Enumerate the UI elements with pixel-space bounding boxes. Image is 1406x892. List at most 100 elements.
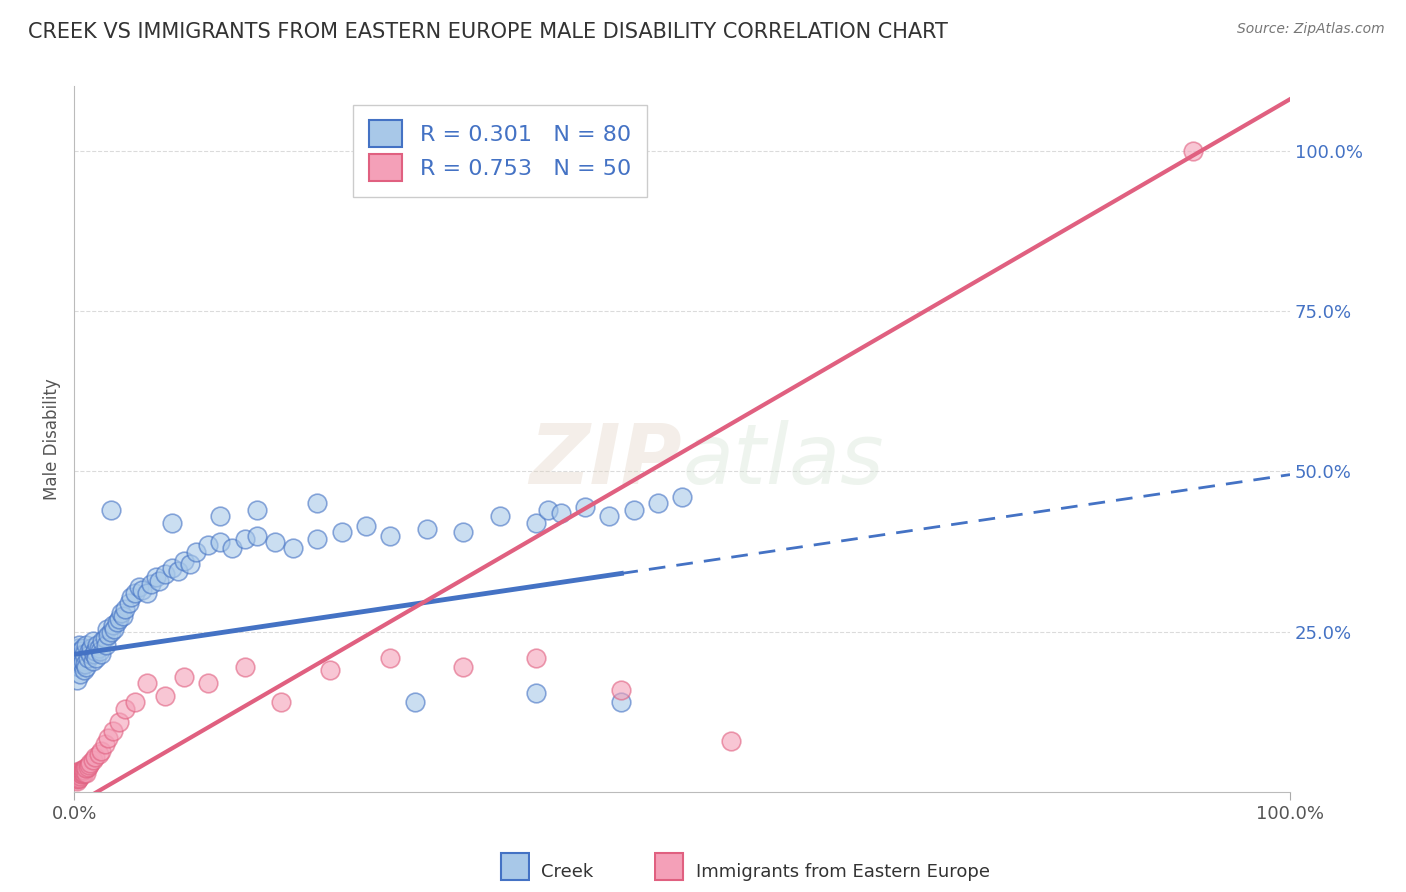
Point (76, 766, 98, 780)
Point (173, 554, 195, 568)
Point (131, 583, 153, 598)
Point (66, 673, 89, 687)
Point (76, 660, 98, 674)
Point (67, 764, 90, 778)
Point (67, 660, 90, 674)
Point (155, 567, 177, 582)
Point (90, 743, 112, 757)
Point (90, 648, 112, 662)
Point (197, 538, 219, 552)
Point (84, 650, 107, 665)
Legend: R = 0.301   N = 80, R = 0.753   N = 50: R = 0.301 N = 80, R = 0.753 N = 50 (353, 104, 647, 196)
Point (246, 503, 269, 517)
Y-axis label: Male Disability: Male Disability (44, 378, 60, 500)
Point (67, 771, 90, 785)
Point (86, 638, 108, 652)
Point (76, 761, 98, 775)
Point (380, 528, 402, 542)
Point (65, 769, 87, 783)
Point (453, 525, 475, 540)
Point (82, 654, 104, 668)
Point (72, 763, 94, 777)
Point (108, 714, 131, 729)
Point (65, 657, 87, 671)
Point (1181, 144, 1204, 158)
Point (69, 769, 91, 783)
Point (75, 657, 97, 671)
Point (671, 490, 693, 504)
Point (111, 608, 134, 623)
Point (65, 766, 87, 780)
Point (69, 666, 91, 681)
Point (103, 622, 125, 636)
Point (82, 634, 104, 648)
Point (233, 660, 256, 674)
Point (173, 670, 195, 684)
Point (550, 506, 572, 520)
Point (84, 750, 107, 764)
Point (221, 541, 243, 556)
Point (184, 544, 207, 558)
Point (93, 737, 115, 751)
Point (110, 606, 132, 620)
Point (77, 758, 100, 772)
Point (179, 558, 201, 572)
Point (524, 650, 547, 665)
Point (100, 503, 122, 517)
Point (166, 564, 188, 578)
Point (524, 686, 547, 700)
Point (610, 682, 633, 697)
Point (82, 753, 104, 767)
Point (114, 702, 136, 716)
Point (79, 648, 101, 662)
Point (69, 764, 91, 778)
Point (93, 632, 115, 646)
Point (145, 570, 167, 584)
Point (70, 764, 93, 778)
Point (72, 766, 94, 780)
Point (96, 622, 118, 636)
Text: ZIP: ZIP (530, 420, 682, 501)
Point (75, 761, 97, 775)
Point (66, 773, 89, 788)
Point (524, 516, 547, 530)
Point (69, 644, 91, 658)
Point (108, 612, 131, 626)
Point (66, 640, 89, 655)
Point (66, 766, 89, 780)
Point (66, 767, 89, 781)
Point (66, 650, 89, 665)
Point (623, 503, 645, 517)
Point (148, 574, 170, 588)
Point (66, 769, 89, 783)
Point (453, 660, 475, 674)
Point (72, 640, 94, 655)
Point (120, 590, 142, 604)
Point (118, 596, 141, 610)
Point (67, 767, 90, 781)
Point (598, 509, 620, 524)
Point (73, 763, 96, 777)
Point (330, 525, 353, 540)
Point (87, 747, 110, 761)
Point (307, 496, 329, 510)
Point (79, 756, 101, 771)
Point (69, 766, 91, 780)
Point (76, 759, 98, 773)
Point (354, 519, 377, 533)
Point (73, 766, 96, 780)
Point (128, 580, 150, 594)
Point (488, 509, 510, 524)
Point (574, 500, 596, 514)
Point (76, 638, 98, 652)
Point (155, 689, 177, 703)
Point (136, 676, 159, 690)
Point (83, 648, 105, 662)
Point (91, 634, 114, 648)
Point (87, 640, 110, 655)
Point (94, 638, 117, 652)
Point (233, 532, 256, 546)
Point (97, 628, 120, 642)
Point (136, 586, 159, 600)
Point (139, 576, 162, 591)
